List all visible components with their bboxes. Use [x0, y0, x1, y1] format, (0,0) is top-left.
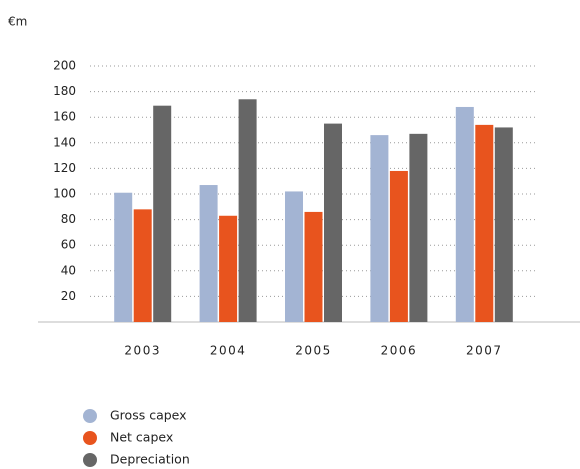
y-tick-label: 80	[61, 212, 76, 226]
x-tick-label: 2004	[210, 344, 247, 358]
bar	[475, 124, 494, 322]
unit-label: €m	[8, 15, 27, 29]
y-tick-label: 40	[61, 263, 76, 277]
y-tick-label: 20	[61, 289, 76, 303]
bar	[455, 106, 474, 323]
legend-label: Gross capex	[110, 408, 187, 423]
bar	[153, 105, 172, 323]
y-tick-label: 140	[53, 135, 76, 149]
y-tick-label: 120	[53, 161, 76, 175]
bar	[133, 209, 152, 322]
bar	[304, 211, 323, 322]
bar	[324, 123, 342, 322]
x-tick-label: 2003	[124, 344, 161, 358]
bar	[285, 191, 303, 322]
bar	[370, 135, 389, 322]
bar	[238, 99, 257, 322]
bar	[114, 192, 133, 322]
legend-marker	[83, 409, 97, 423]
x-tick-label: 2005	[295, 344, 332, 358]
legend-marker	[83, 453, 97, 467]
x-tick-label: 2007	[466, 344, 503, 358]
bar	[494, 127, 513, 322]
y-tick-label: 60	[61, 238, 76, 252]
y-tick-label: 100	[53, 187, 76, 201]
bar	[199, 185, 218, 322]
x-tick-label: 2006	[381, 344, 418, 358]
bar	[409, 133, 428, 322]
legend-label: Depreciation	[110, 452, 190, 467]
bar	[389, 170, 408, 322]
y-tick-label: 200	[53, 59, 76, 73]
bar	[219, 215, 238, 322]
legend-label: Net capex	[110, 430, 173, 445]
y-tick-label: 180	[53, 84, 76, 98]
y-tick-label: 160	[53, 110, 76, 124]
legend-marker	[83, 431, 97, 445]
